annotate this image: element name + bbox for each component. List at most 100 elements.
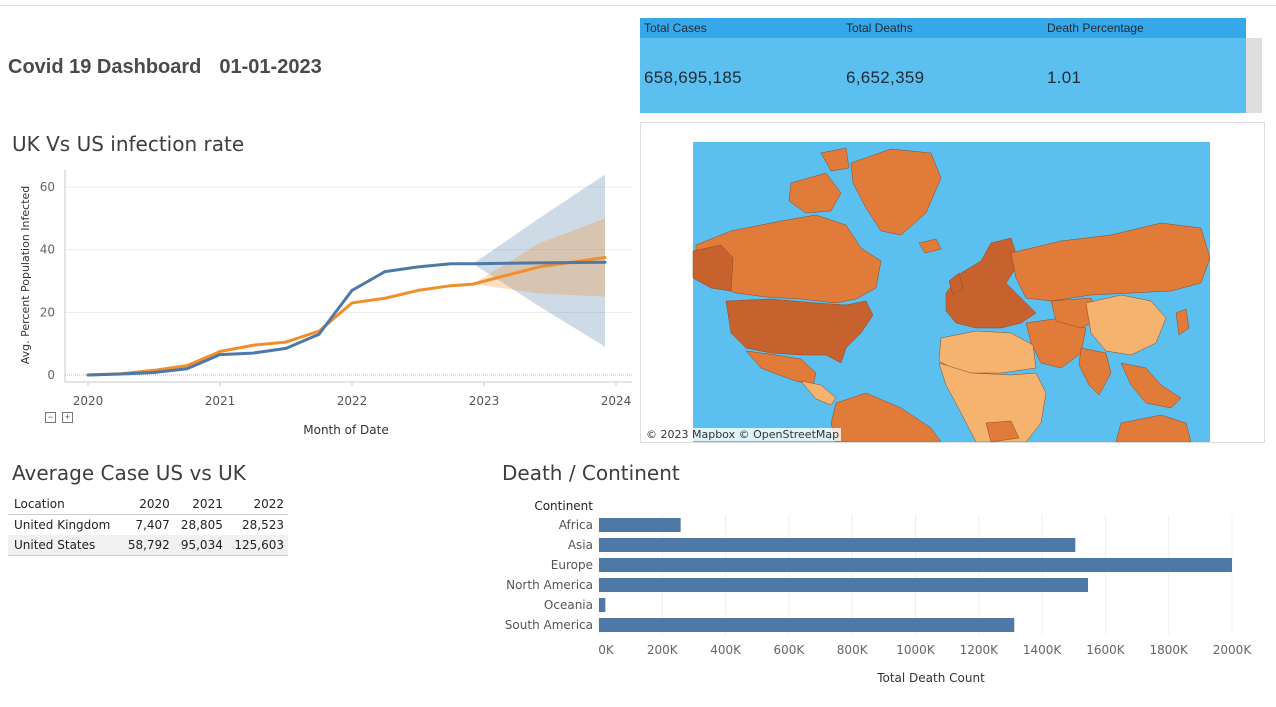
x-tick-label: 2023 [469,394,500,408]
y-tick-label: 0 [47,368,55,382]
world-map[interactable] [641,123,1264,443]
x-tick-label: 2000K [1213,643,1253,657]
line-chart-series [86,256,607,377]
category-label: Europe [551,558,593,572]
dashboard-title-text: Covid 19 Dashboard [8,56,202,78]
table-row[interactable]: United States 58,792 95,034 125,603 [8,535,288,556]
bar-africa[interactable] [599,518,681,532]
category-label: Africa [559,518,593,532]
x-tick-label: 2022 [337,394,368,408]
kpi-value-total-deaths: 6,652,359 [846,68,925,87]
death-chart-title: Death / Continent [502,461,680,485]
table-cell: United Kingdom [14,517,111,532]
x-tick-label: 600K [774,643,806,657]
uk-series-line[interactable] [86,256,607,377]
line-chart-axes: 0 20 40 60 2020 2021 2022 2023 2024 Month of Date… [19,170,632,437]
bar-oceania[interactable] [599,598,606,612]
bar-chart-axes: Continent 0K 200K 400K 600K 800K 1000K 1200K 140… [505,499,1253,685]
table-cell: 95,034 [173,535,227,556]
death-continent-bar-chart[interactable]: Continent 0K 200K 400K 600K 800K 1000K 1200K 140… [500,495,1270,695]
col-header-2020: 2020 [120,495,174,515]
kpi-scrollbar[interactable] [1246,38,1262,113]
map-region-usa[interactable] [725,298,874,364]
table-cell: 125,603 [226,535,288,556]
map-region-arctic-islands[interactable] [788,147,850,214]
col-header-2022: 2022 [226,495,288,515]
y-tick-label: 60 [40,180,55,194]
map-region-uk[interactable] [948,272,964,296]
bar-europe[interactable] [599,558,1232,572]
average-case-table: Location 2020 2021 2022 United Kingdom 7… [8,495,288,556]
world-map-panel[interactable] [640,122,1265,443]
y-tick-label: 20 [40,305,55,319]
table-cell: United States [8,535,121,556]
map-region-southeast-asia[interactable] [1120,362,1182,409]
us-forecast-band [473,174,605,347]
bar-asia[interactable] [599,538,1076,552]
table-header-row: Location 2020 2021 2022 [8,495,288,515]
table-cell: 58,792 [120,535,174,556]
x-tick-label: 400K [710,643,742,657]
table-cell: 28,805 [180,517,223,532]
avg-table-title: Average Case US vs UK [12,461,246,485]
bar-south-america[interactable] [599,618,1015,632]
x-tick-label: 2021 [205,394,236,408]
y-axis-label: Avg. Percent Population Infected [19,186,32,365]
zoom-out-button[interactable]: − [45,412,56,423]
kpi-value-total-cases: 658,695,185 [644,68,742,87]
map-countries[interactable] [692,147,1211,443]
map-region-india[interactable] [1078,347,1112,396]
x-tick-label: 1400K [1023,643,1063,657]
uk-forecast-band [473,218,605,297]
map-region-russia[interactable] [1010,222,1211,302]
category-label: South America [505,618,593,632]
x-axis-label: Month of Date [303,423,389,437]
infection-line-chart[interactable]: 0 20 40 60 2020 2021 2022 2023 2024 Month of Date… [0,160,640,445]
x-tick-label: 1000K [896,643,936,657]
kpi-banner: Total Cases Total Deaths Death Percentag… [640,18,1246,113]
map-credit[interactable]: © 2023 Mapbox © OpenStreetMap [644,428,842,441]
kpi-label-total-cases: Total Cases [644,21,707,35]
table-cell: 7,407 [135,517,170,532]
category-label: Oceania [544,598,593,612]
us-series-line[interactable] [86,260,607,377]
map-region-north-africa[interactable] [938,330,1037,374]
kpi-value-death-percentage: 1.01 [1047,68,1082,87]
map-region-japan[interactable] [1175,308,1190,336]
map-region-central-america[interactable] [800,380,837,406]
x-tick-label: 0K [598,643,615,657]
table-cell: 28,523 [242,517,284,532]
col-header-2021: 2021 [173,495,227,515]
x-tick-label: 800K [837,643,869,657]
map-region-south-america[interactable] [830,392,942,443]
bar-chart-bars[interactable] [599,518,1232,632]
x-axis-label: Total Death Count [876,671,985,685]
map-region-china[interactable] [1085,294,1167,356]
x-tick-label: 1800K [1149,643,1189,657]
map-region-sub-saharan-africa[interactable] [938,362,1047,443]
dashboard-date: 01-01-2023 [219,56,322,78]
map-region-australia[interactable] [1115,414,1192,443]
map-region-alaska[interactable] [692,244,734,292]
y-tick-label: 40 [40,243,55,257]
map-region-south-africa-highlight[interactable] [985,420,1020,443]
x-tick-label: 1200K [960,643,1000,657]
map-region-greenland[interactable] [850,148,942,236]
category-label: Asia [568,538,593,552]
bar-north-america[interactable] [599,578,1088,592]
category-header: Continent [534,499,593,513]
kpi-label-death-percentage: Death Percentage [1047,21,1144,35]
table-row[interactable]: United Kingdom 7,407 28,805 28,523 [8,515,288,536]
zoom-in-button[interactable]: + [62,412,73,423]
map-region-iceland[interactable] [918,238,942,254]
x-tick-label: 2020 [73,394,104,408]
kpi-header-row [640,18,1246,38]
line-chart-forecast-bands [473,174,605,347]
top-divider [0,5,1276,6]
x-tick-label: 2024 [601,394,632,408]
bar-chart-grid [598,515,1233,635]
infection-chart-title: UK Vs US infection rate [12,132,245,156]
x-tick-label: 200K [647,643,679,657]
col-header-location: Location [8,495,121,515]
kpi-label-total-deaths: Total Deaths [846,21,913,35]
